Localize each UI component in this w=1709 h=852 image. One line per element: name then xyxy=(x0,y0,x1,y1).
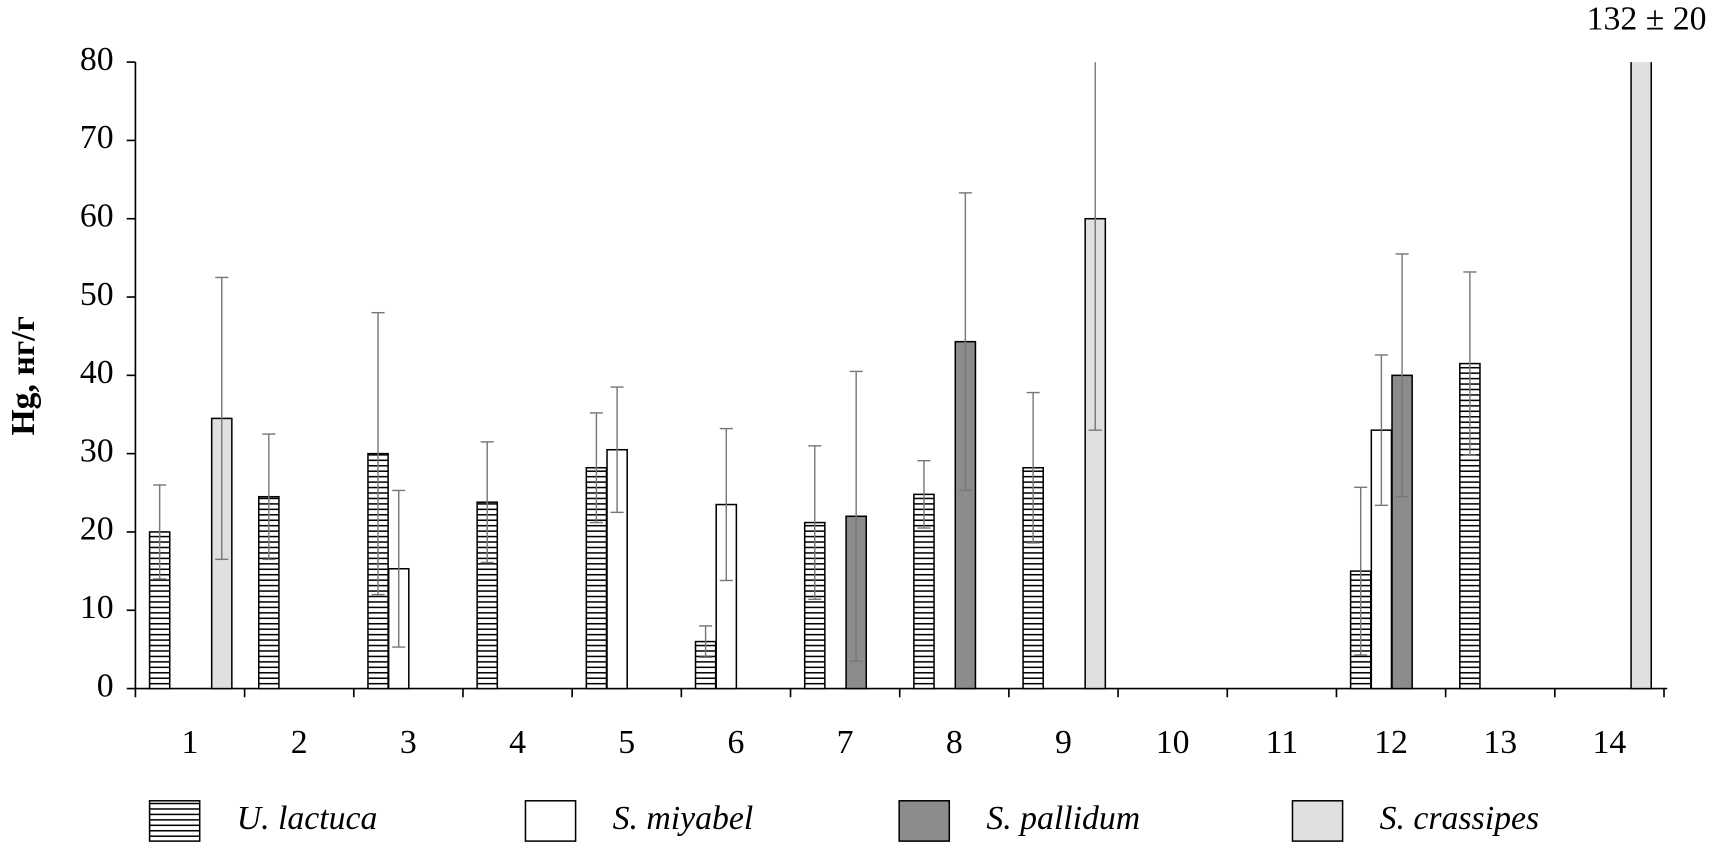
legend-label: S. crassipes xyxy=(1380,800,1539,837)
error-bar xyxy=(392,489,406,648)
plot-area xyxy=(148,62,1653,690)
error-bar xyxy=(262,433,276,561)
y-tick-label: 40 xyxy=(80,354,114,391)
x-tick-label: 13 xyxy=(1483,724,1517,761)
error-bar xyxy=(917,459,931,529)
y-tick-label: 50 xyxy=(80,276,114,313)
error-bar xyxy=(589,412,603,524)
x-tick-label: 14 xyxy=(1593,724,1627,761)
y-axis-label: Hg, нг/г xyxy=(5,316,42,436)
y-tick-label: 80 xyxy=(80,41,114,78)
x-tick-label: 5 xyxy=(618,724,635,761)
error-bar xyxy=(1374,354,1388,507)
y-tick-label: 10 xyxy=(80,589,114,626)
error-bar xyxy=(699,625,713,658)
error-bar xyxy=(1088,62,1102,431)
x-tick-label: 10 xyxy=(1156,724,1190,761)
error-bar xyxy=(480,441,494,564)
x-tick-label: 7 xyxy=(837,724,854,761)
error-bar xyxy=(1354,486,1368,656)
x-tick-label: 12 xyxy=(1374,724,1408,761)
y-tick-label: 60 xyxy=(80,197,114,234)
y-tick-label: 0 xyxy=(97,667,114,704)
error-bar xyxy=(719,427,733,582)
x-tick-label: 3 xyxy=(400,724,417,761)
error-bar xyxy=(1026,391,1040,544)
x-tick-label: 9 xyxy=(1055,724,1072,761)
error-bar xyxy=(153,484,167,580)
error-bar xyxy=(1463,271,1477,456)
legend-label: S. miyabel xyxy=(613,800,754,837)
error-bar xyxy=(371,311,385,596)
error-bar xyxy=(215,276,229,561)
x-tick-label: 1 xyxy=(182,724,199,761)
error-bar xyxy=(1395,253,1409,498)
x-tick-label: 4 xyxy=(509,724,526,761)
legend-swatch xyxy=(1291,800,1344,842)
legend-swatch xyxy=(524,800,577,842)
error-bar xyxy=(610,386,624,514)
legend-swatch xyxy=(898,800,951,842)
y-tick-label: 70 xyxy=(80,119,114,156)
x-tick-label: 8 xyxy=(946,724,963,761)
legend-label: S. pallidum xyxy=(986,800,1140,837)
x-tick-label: 6 xyxy=(727,724,744,761)
x-tick-label: 11 xyxy=(1266,724,1299,761)
y-tick-label: 20 xyxy=(80,511,114,548)
legend-swatch xyxy=(148,800,201,842)
error-bar xyxy=(849,370,863,662)
error-bar xyxy=(958,192,972,492)
y-tick-label: 30 xyxy=(80,432,114,469)
error-bar xyxy=(808,445,822,601)
bar xyxy=(1630,62,1653,690)
value-label: 132 ± 20 xyxy=(1587,1,1707,38)
legend-label: U. lactuca xyxy=(237,800,378,837)
x-tick-label: 2 xyxy=(291,724,308,761)
